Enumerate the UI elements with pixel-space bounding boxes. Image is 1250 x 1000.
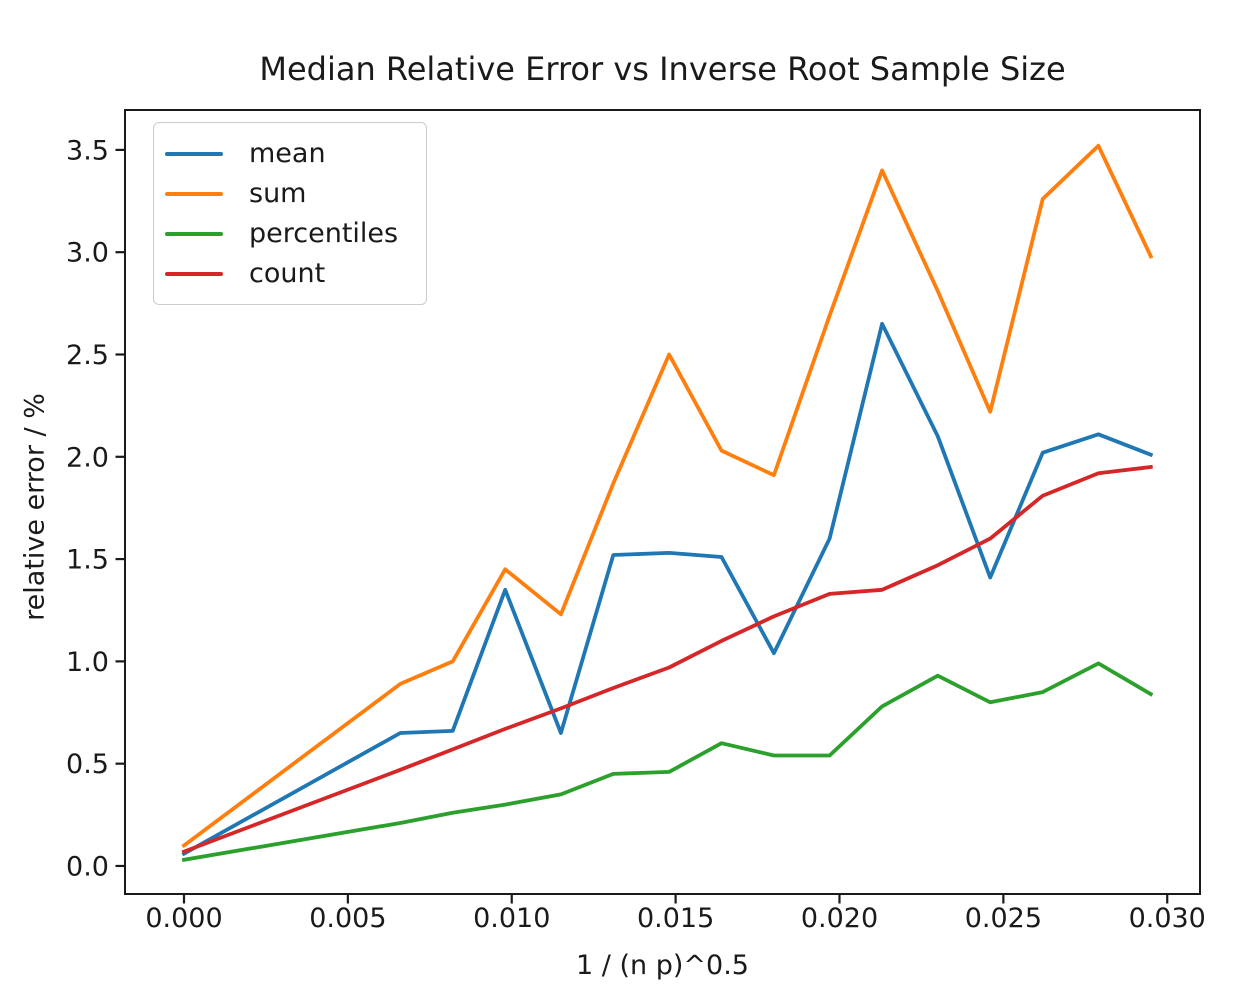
line-count bbox=[181, 464, 1153, 855]
legend-label: sum bbox=[249, 178, 307, 209]
legend: mean sum percentiles count bbox=[153, 122, 427, 305]
x-tick-label: 0.015 bbox=[637, 903, 714, 934]
x-tick-label: 0.020 bbox=[801, 903, 878, 934]
y-tick-label: 3.0 bbox=[66, 238, 109, 269]
line-percentiles bbox=[181, 661, 1154, 862]
x-tick-label: 0.010 bbox=[473, 903, 550, 934]
x-tick-label: 0.000 bbox=[145, 903, 222, 934]
x-tick-label: 0.030 bbox=[1129, 903, 1206, 934]
y-tick-label: 2.0 bbox=[66, 442, 109, 473]
x-tick-label: 0.025 bbox=[965, 903, 1042, 934]
y-tick-label: 1.5 bbox=[66, 545, 109, 576]
y-tick-label: 3.5 bbox=[66, 135, 109, 166]
legend-label: count bbox=[249, 258, 326, 289]
x-axis-label: 1 / (n p)^0.5 bbox=[576, 950, 749, 981]
y-tick-label: 1.0 bbox=[66, 647, 109, 678]
legend-label: percentiles bbox=[249, 218, 399, 249]
legend-item-sum: sum bbox=[154, 180, 426, 207]
legend-item-percentiles: percentiles bbox=[154, 220, 426, 247]
line-sum bbox=[181, 143, 1154, 849]
y-axis-label: relative error / % bbox=[19, 393, 51, 621]
y-tick-label: 0.5 bbox=[66, 749, 109, 780]
y-tick-label: 0.0 bbox=[66, 851, 109, 882]
legend-label: mean bbox=[249, 138, 326, 169]
legend-line-sample-count bbox=[165, 271, 223, 276]
legend-item-count: count bbox=[154, 260, 426, 287]
legend-line-sample-mean bbox=[165, 151, 223, 156]
y-tick-label: 2.5 bbox=[66, 340, 109, 371]
legend-line-sample-percentiles bbox=[165, 231, 223, 236]
chart-title: Median Relative Error vs Inverse Root Sa… bbox=[259, 50, 1066, 88]
x-tick-label: 0.005 bbox=[309, 903, 386, 934]
legend-line-sample-sum bbox=[165, 191, 223, 196]
legend-item-mean: mean bbox=[154, 140, 426, 167]
